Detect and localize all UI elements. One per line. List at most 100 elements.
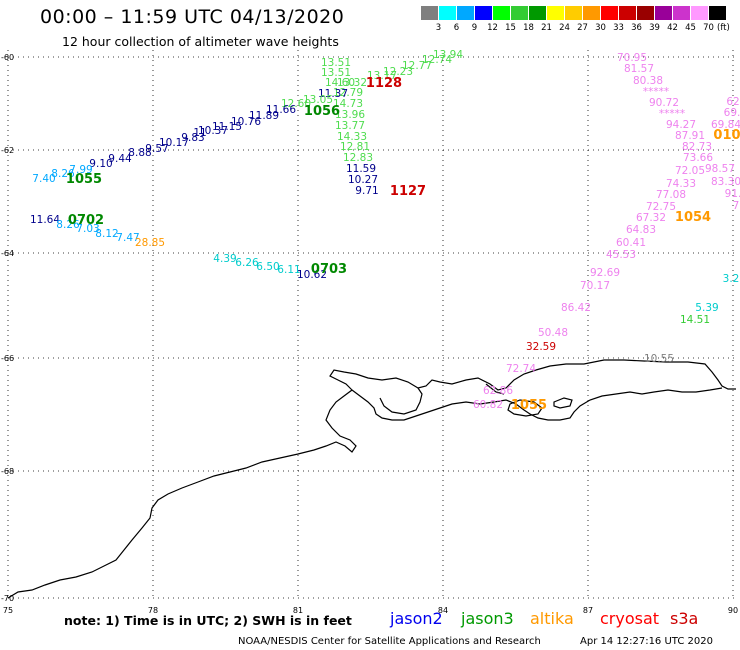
wave-height-value: 8.26	[56, 219, 80, 231]
wave-height-value: 73.66	[683, 152, 713, 164]
color-swatch	[655, 6, 672, 20]
pass-time-label: 1055	[511, 398, 547, 413]
wave-height-value: 10.55	[644, 353, 674, 365]
wave-height-value: 11.64	[30, 214, 60, 226]
coast-spur	[485, 383, 505, 395]
wave-height-value: 98.57	[705, 163, 735, 175]
wave-height-value: 14.73	[333, 98, 363, 110]
wave-height-value: 70.95	[617, 52, 647, 64]
color-swatch	[583, 6, 600, 20]
wave-height-value: 9.10	[89, 158, 112, 170]
wave-height-value: 72.05	[675, 165, 705, 177]
pass-time-label: 1054	[675, 210, 711, 225]
pass-time-label: 1055	[66, 172, 102, 187]
wave-height-value: 91.	[725, 188, 740, 200]
color-scale-label: 27	[577, 23, 588, 33]
ice-shelf-island	[507, 399, 543, 417]
footer-timestamp: Apr 14 12:27:16 UTC 2020	[580, 636, 713, 647]
satellite-legend-jason2: jason2	[390, 609, 443, 628]
pass-time-label: 0703	[311, 262, 347, 277]
wave-height-value: 13.96	[335, 109, 365, 121]
wave-height-value: 11.59	[346, 163, 376, 175]
wave-height-value: 12.79	[333, 87, 363, 99]
wave-height-value: 14.60	[325, 77, 355, 89]
wave-height-value: 7.99	[69, 164, 92, 176]
satellite-legend-jason3: jason3	[461, 609, 514, 628]
wave-height-value: 72.75	[646, 201, 676, 213]
wave-height-value: 83.30	[711, 176, 740, 188]
wave-height-value: 10.37	[198, 125, 228, 137]
wave-height-value: 12.77	[402, 60, 432, 72]
wave-height-value: 13.51	[321, 67, 351, 79]
color-scale-label: 42	[667, 23, 678, 33]
wave-height-value: 92.69	[590, 267, 620, 279]
color-scale-label: 33	[613, 23, 624, 33]
color-scale-label: 39	[649, 23, 660, 33]
latitude-label: -68	[1, 467, 14, 476]
footer-note: note: 1) Time is in UTC; 2) SWH is in fe…	[64, 613, 352, 628]
color-swatch	[565, 6, 582, 20]
wave-height-value: 74.33	[666, 178, 696, 190]
wave-height-value: 12.23	[383, 66, 413, 78]
color-scale-label: 15	[505, 23, 516, 33]
pass-time-label: 1056	[304, 104, 340, 119]
wave-height-value: *****	[659, 108, 685, 120]
wave-height-value: 6.11	[277, 264, 300, 276]
color-swatch	[511, 6, 528, 20]
latitude-label: -60	[1, 53, 14, 62]
color-swatch	[547, 6, 564, 20]
wave-height-value: 7.03	[76, 223, 99, 235]
wave-height-value: 94.27	[666, 119, 696, 131]
wave-height-value: 60.82	[473, 399, 503, 411]
color-scale-label: 9	[471, 23, 478, 33]
longitude-label: 87	[583, 606, 593, 615]
wave-height-value: 10.17	[159, 137, 189, 149]
wave-height-value: 9.71	[355, 185, 378, 197]
wave-height-value: 13.32	[337, 77, 367, 89]
satellite-legend-cryosat: cryosat	[600, 609, 660, 628]
wave-height-value: 12.60	[281, 98, 311, 110]
wave-height-value: 13.77	[335, 120, 365, 132]
color-scale-label: 6	[453, 23, 460, 33]
wave-height-value: 90.72	[649, 97, 679, 109]
wave-height-value: 13.17	[367, 70, 397, 82]
color-swatch	[457, 6, 474, 20]
wave-height-value: 67.32	[636, 212, 666, 224]
wave-height-value: 81.57	[624, 63, 654, 75]
color-scale-label: 21	[541, 23, 552, 33]
wave-height-value: 86.42	[561, 302, 591, 314]
wave-height-value: 50.48	[538, 327, 568, 339]
wave-height-value: 13.94	[433, 49, 463, 61]
wave-height-value: 7	[733, 200, 740, 212]
latitude-label: -66	[1, 354, 14, 363]
wave-height-value: 45.53	[606, 249, 636, 261]
wave-height-value: 70.17	[580, 280, 610, 292]
wave-height-value: 6.26	[235, 257, 259, 269]
wave-height-value: 87.91	[675, 130, 705, 142]
wave-height-value: 82.73	[682, 141, 712, 153]
latitude-label: -62	[1, 146, 14, 155]
wave-height-value: 4.39	[213, 253, 236, 265]
wave-height-value: 5.39	[695, 302, 718, 314]
wave-height-value: 11	[193, 127, 206, 139]
coastline-bay	[351, 387, 723, 421]
wave-height-value: 62	[726, 96, 739, 108]
wave-height-value: 12.74	[422, 54, 452, 66]
color-scale-label: 24	[559, 23, 570, 33]
axis-labels: 75 78 81 84 87 90 -60 -62 -64 -66 -68 -70	[1, 53, 738, 615]
wave-height-value: 3.2	[723, 273, 740, 285]
wave-height-value: 11.37	[318, 88, 348, 100]
wave-height-value: 13.51	[321, 57, 351, 69]
color-scale-label: 30	[595, 23, 606, 33]
wave-height-value: 9.44	[108, 153, 132, 165]
latitude-label: -70	[1, 594, 14, 603]
color-swatch	[619, 6, 636, 20]
wave-height-value: 11.15	[212, 121, 242, 133]
wave-height-value: 11.89	[249, 110, 279, 122]
satellite-pass-labels: 1128 1056 1127 1055 0702 0703 1054 1055 010	[66, 76, 740, 413]
color-scale-label: 70	[703, 23, 714, 33]
wave-height-value: 32.59	[526, 341, 556, 353]
wave-height-value: 9.57	[145, 143, 168, 155]
wave-height-value: 69.84	[711, 119, 740, 131]
